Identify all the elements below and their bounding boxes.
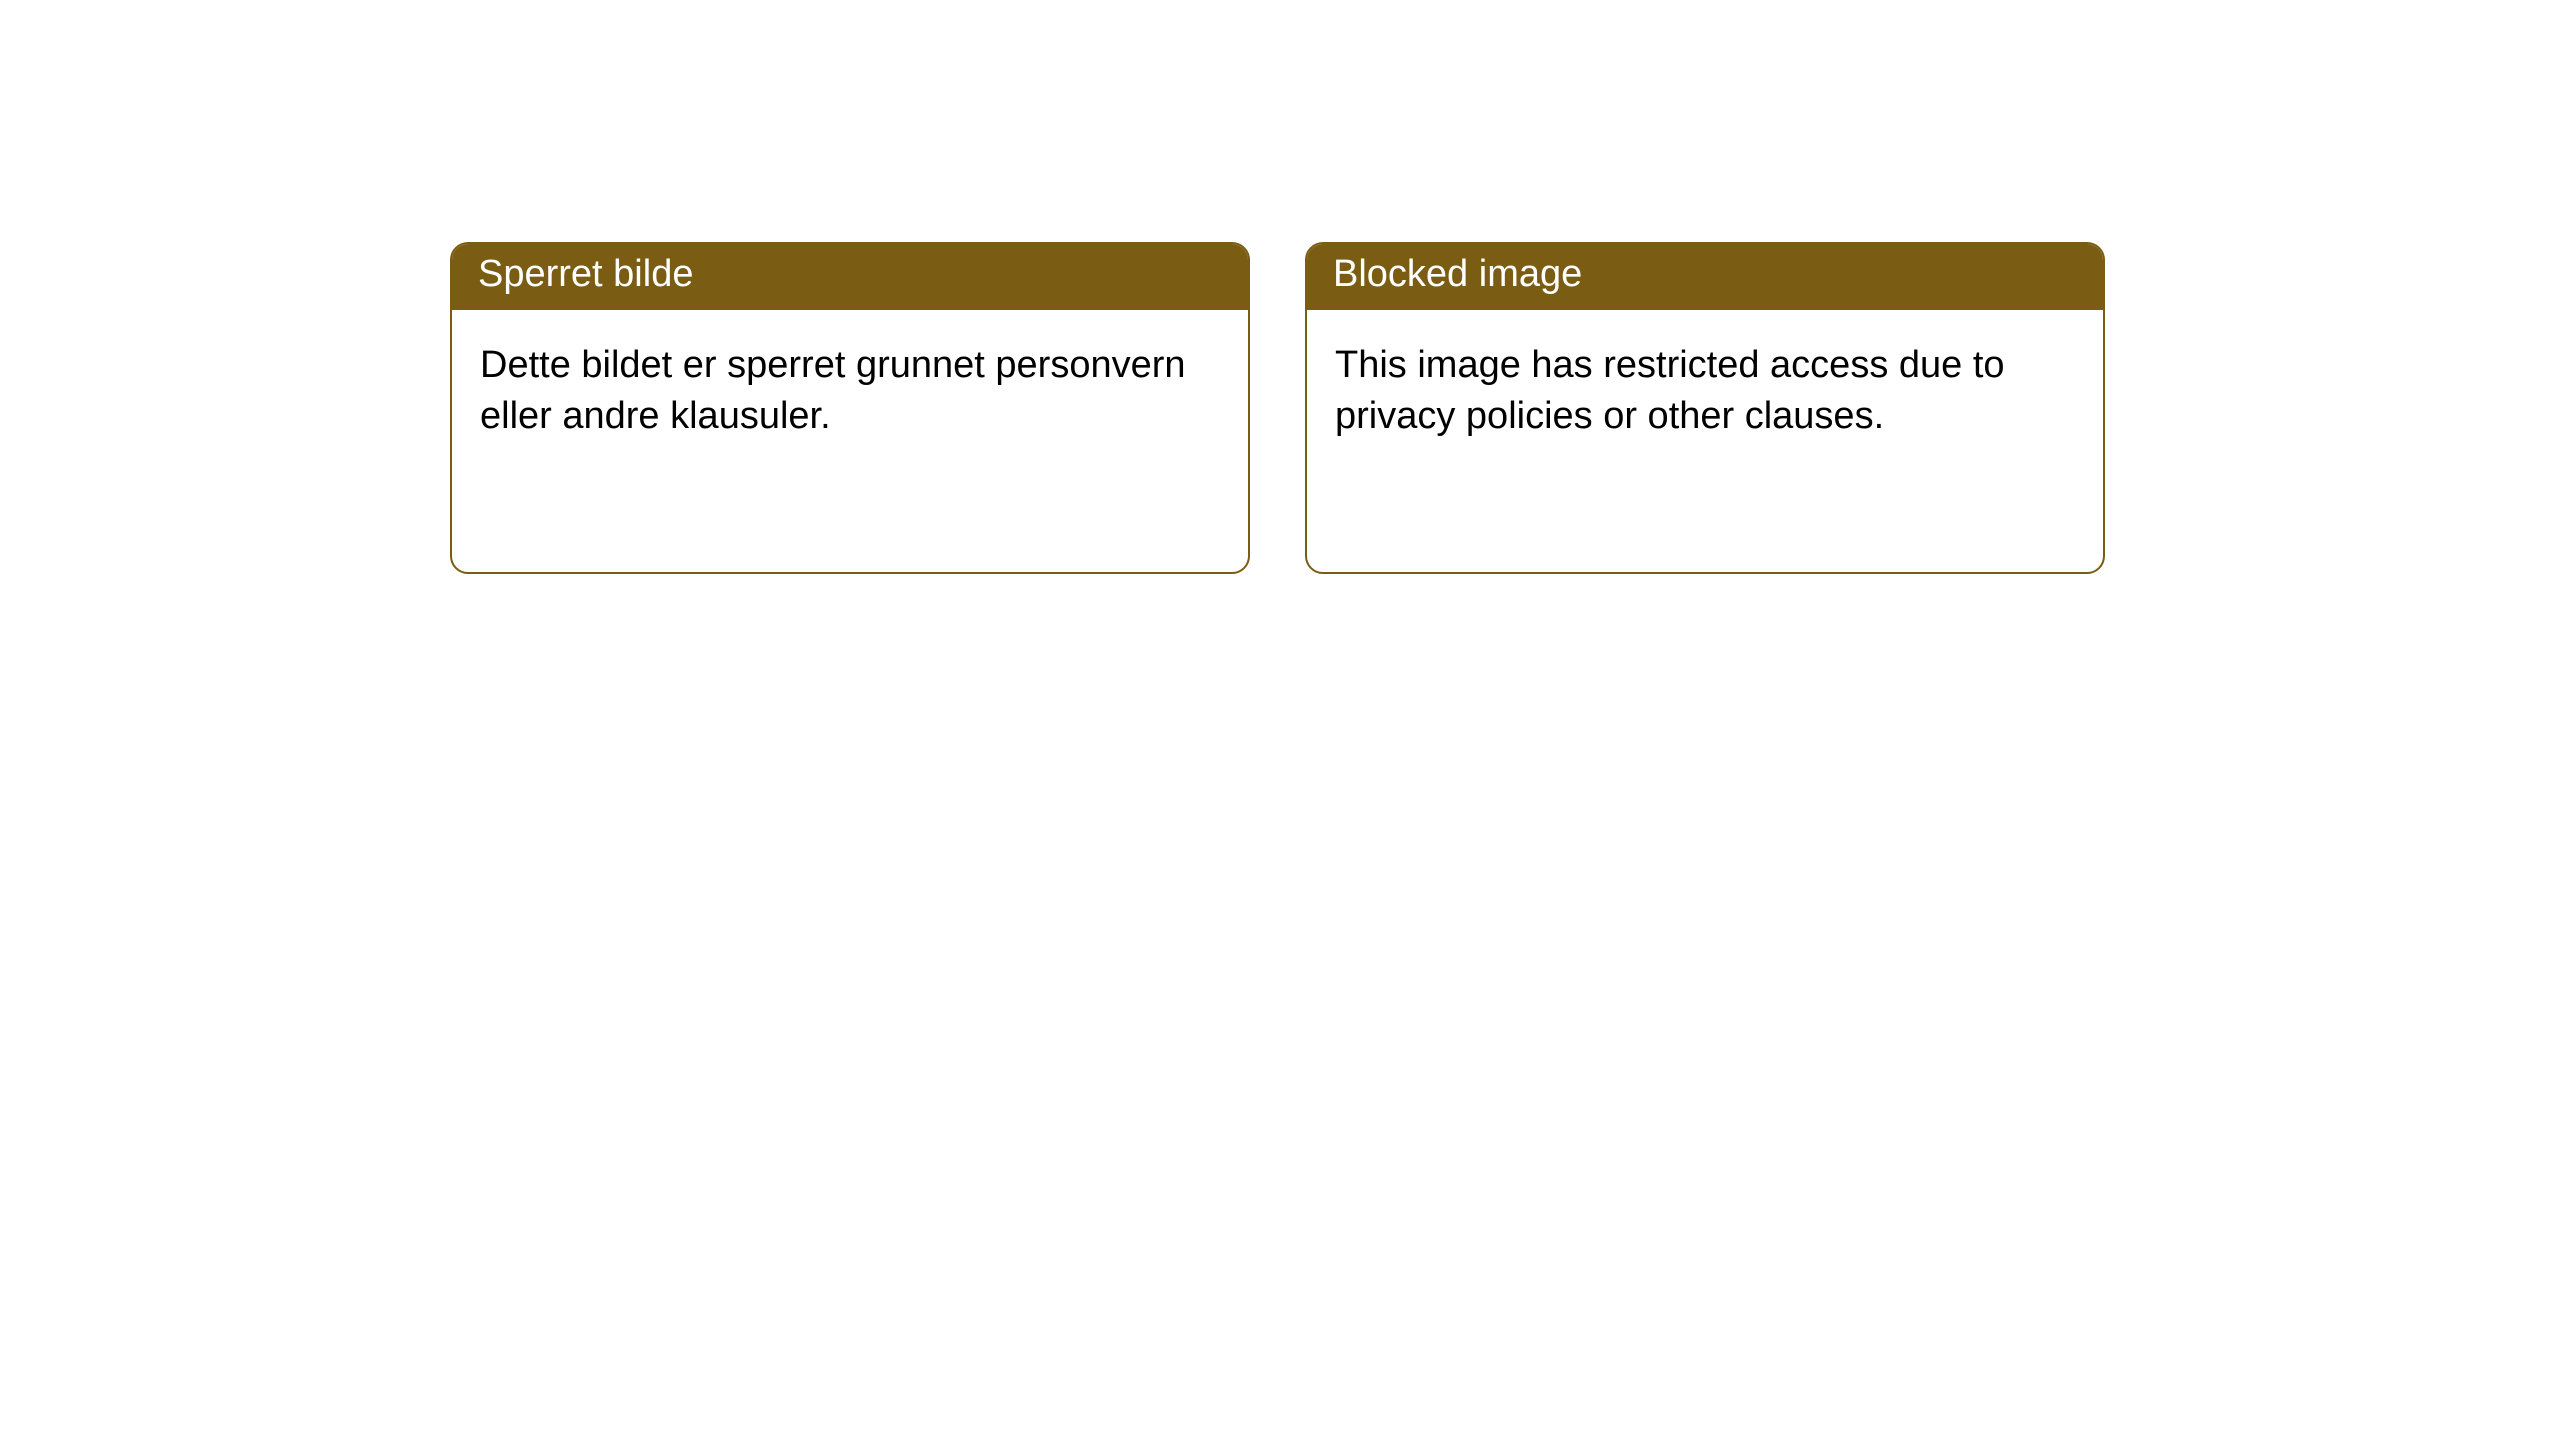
blocked-image-card-norwegian: Sperret bilde Dette bildet er sperret gr… [450, 242, 1250, 574]
cards-row: Sperret bilde Dette bildet er sperret gr… [450, 242, 2105, 574]
card-body-english: This image has restricted access due to … [1307, 310, 2103, 473]
card-body-norwegian: Dette bildet er sperret grunnet personve… [452, 310, 1248, 473]
blocked-image-card-english: Blocked image This image has restricted … [1305, 242, 2105, 574]
card-title-norwegian: Sperret bilde [452, 244, 1248, 310]
card-title-english: Blocked image [1307, 244, 2103, 310]
